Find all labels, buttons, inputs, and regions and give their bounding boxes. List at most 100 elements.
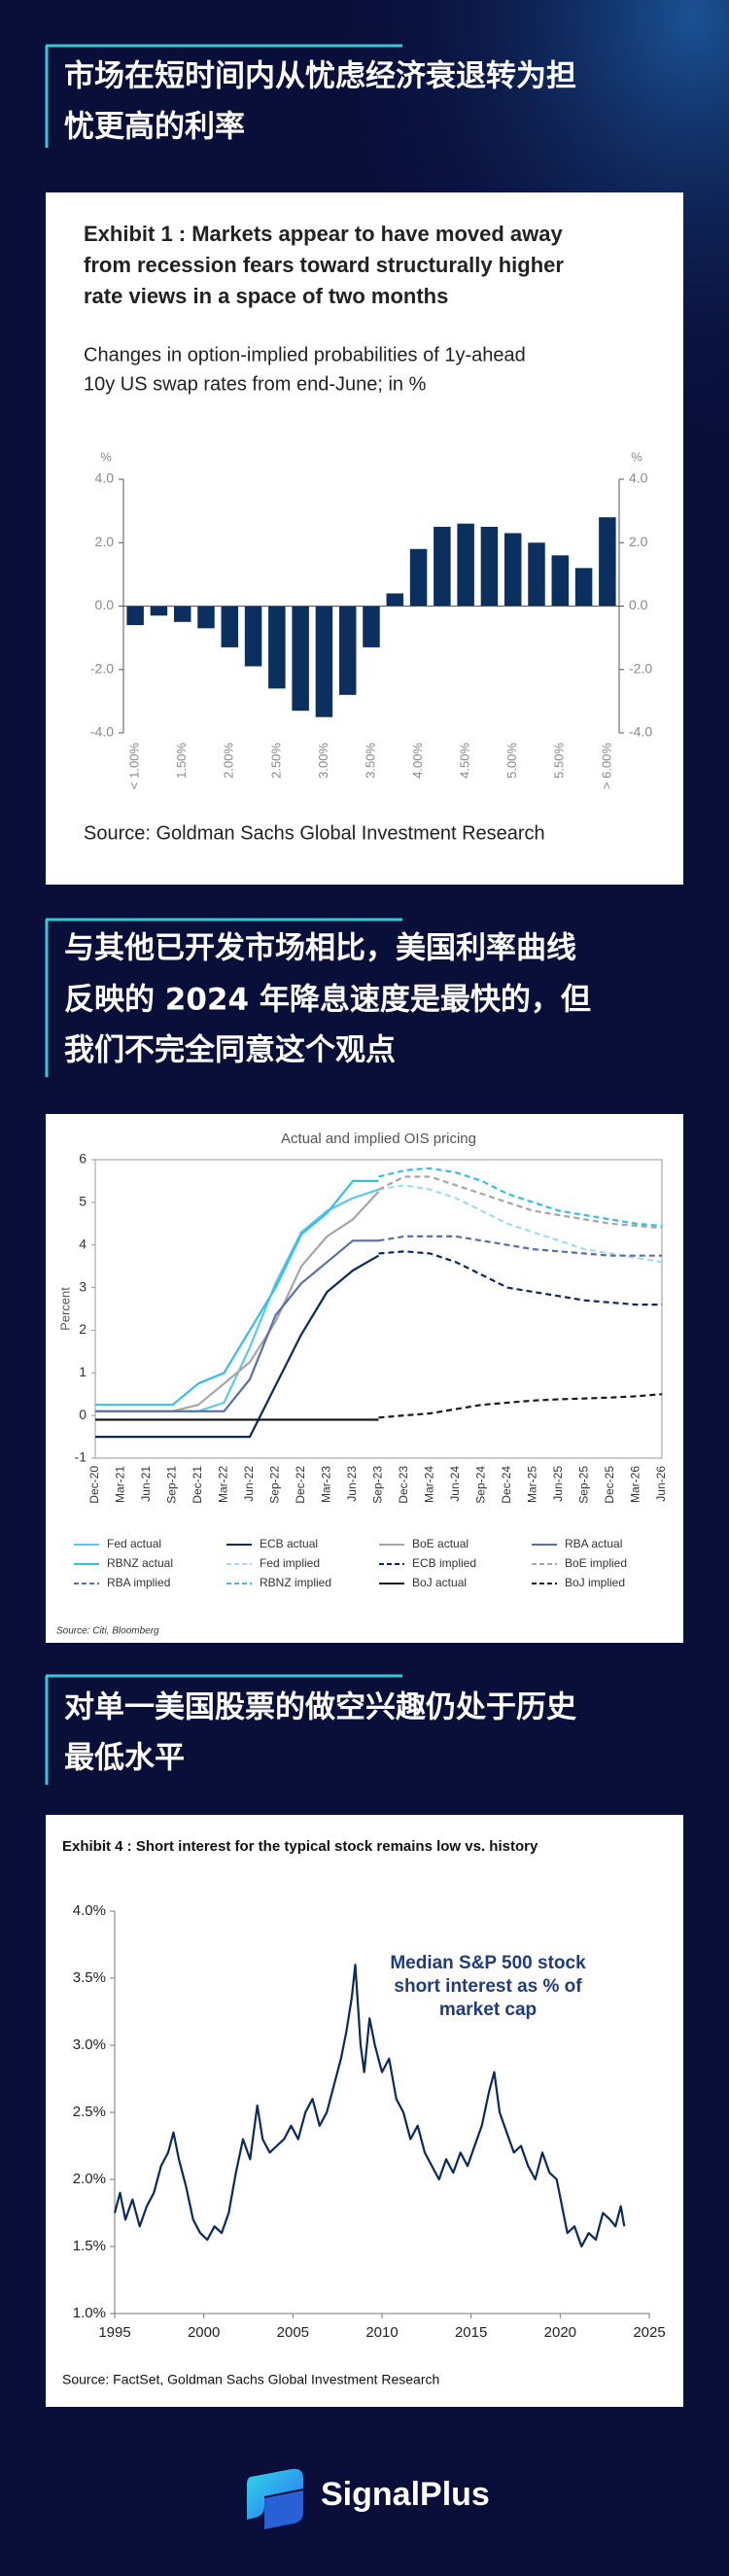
y-tick-label: 1.0%: [73, 2305, 106, 2321]
data-line: [378, 1175, 663, 1230]
annotation: Median S&P 500 stock: [390, 1953, 586, 1973]
y-tick-label: 1: [79, 1364, 87, 1379]
y-tick-label: 4.0%: [73, 1902, 106, 1919]
x-tick-label: Sep-22: [268, 1466, 282, 1504]
legend-label: RBA implied: [107, 1576, 170, 1589]
chart-source: Source: Goldman Sachs Global Investment …: [84, 822, 545, 844]
section-heading: 忧更高的利率: [64, 110, 245, 145]
x-tick-label: < 1.00%: [127, 743, 142, 790]
x-tick-label: Mar-22: [217, 1466, 230, 1503]
x-tick-label: > 6.00%: [599, 743, 613, 790]
chart-title: Exhibit 4 : Short interest for the typic…: [62, 1838, 538, 1855]
x-tick-label: 4.50%: [458, 743, 472, 779]
data-line: [378, 1235, 662, 1257]
y-tick-label: 2: [79, 1321, 87, 1337]
x-tick-label: Sep-21: [165, 1466, 179, 1504]
x-tick-label: 2025: [633, 2324, 665, 2341]
legend-label: BoJ implied: [565, 1576, 625, 1589]
section-heading: 最低水平: [64, 1741, 185, 1776]
chart-title: Exhibit 1 : Markets appear to have moved…: [84, 222, 563, 246]
x-tick-label: 2005: [277, 2324, 309, 2341]
y-tick-label: 4: [79, 1236, 87, 1251]
x-tick-label: Mar-21: [114, 1466, 127, 1503]
x-tick-label: Mar-26: [629, 1466, 642, 1503]
x-tick-label: Jun-24: [448, 1466, 462, 1502]
chart-card: [46, 1815, 683, 2407]
section-heading: 与其他已开发市场相比，美国利率曲线: [64, 931, 576, 966]
y-tick-label: -2.0: [90, 660, 114, 676]
brand-name: SignalPlus: [321, 2476, 490, 2513]
section-heading: 反映的 2024 年降息速度是最快的，但: [64, 983, 591, 1018]
data-line: [378, 1184, 663, 1264]
x-tick-label: 2015: [455, 2324, 487, 2341]
y-tick-label: 2.5%: [73, 2104, 106, 2120]
bar: [480, 526, 499, 607]
bar: [386, 593, 404, 607]
bar: [503, 533, 522, 607]
bar: [434, 526, 451, 607]
y-tick-label: 4.0: [629, 470, 648, 486]
x-tick-label: Mar-23: [320, 1466, 333, 1503]
x-tick-label: 5.50%: [552, 743, 567, 779]
chart-source: Source: FactSet, Goldman Sachs Global In…: [62, 2372, 439, 2387]
chart-subtitle: Changes in option-implied probabilities …: [84, 344, 526, 366]
chart-source: Source: Citi, Bloomberg: [56, 1626, 159, 1637]
y-tick-label: 2.0%: [73, 2171, 106, 2187]
bar: [574, 568, 593, 607]
y-tick-label: 0.0: [629, 597, 648, 612]
data-line: [378, 1393, 663, 1419]
data-line: [378, 1250, 662, 1306]
y-tick-label: -2.0: [629, 660, 652, 676]
data-line: [95, 1179, 379, 1407]
annotation: short interest as % of: [394, 1976, 582, 1997]
x-tick-label: 1995: [98, 2324, 130, 2341]
y-tick-label: 6: [79, 1151, 87, 1166]
x-tick-label: Sep-23: [371, 1466, 385, 1504]
y-tick-label: 3.0%: [73, 2036, 106, 2053]
legend-label: RBA actual: [565, 1537, 622, 1550]
x-tick-label: 2000: [188, 2324, 220, 2341]
data-line: [113, 1964, 626, 2248]
legend-label: Fed actual: [107, 1537, 161, 1550]
legend-label: BoJ actual: [412, 1576, 467, 1589]
bar: [126, 606, 144, 626]
x-tick-label: Dec-24: [500, 1466, 513, 1504]
x-tick-label: Dec-20: [87, 1466, 101, 1504]
y-axis-label: Percent: [57, 1287, 72, 1331]
section-heading: 市场在短时间内从忧虑经济衰退转为担: [64, 59, 576, 94]
x-tick-label: Sep-24: [474, 1466, 488, 1504]
x-tick-label: Mar-24: [423, 1466, 436, 1503]
data-line: [95, 1254, 380, 1439]
legend-label: RBNZ implied: [260, 1576, 331, 1589]
legend-label: ECB actual: [260, 1537, 318, 1550]
logo-shape: [264, 2490, 303, 2529]
chart-subtitle: 10y US swap rates from end-June; in %: [84, 373, 427, 395]
bar: [268, 606, 286, 689]
data-line: [95, 1239, 379, 1412]
x-tick-label: Jun-25: [551, 1466, 565, 1502]
section-heading: 我们不完全同意这个观点: [64, 1033, 396, 1068]
x-tick-label: Dec-25: [603, 1466, 616, 1504]
y-tick-label: 3.5%: [73, 1969, 106, 1986]
y-tick-label: -4.0: [90, 724, 114, 740]
x-tick-label: 2.00%: [222, 743, 236, 779]
data-line: [378, 1166, 663, 1228]
y-tick-label: 0.0: [95, 597, 115, 612]
chart-card: [46, 1114, 683, 1643]
bar: [150, 606, 168, 616]
x-tick-label: Jun-26: [654, 1466, 668, 1502]
x-tick-label: Jun-21: [139, 1466, 153, 1502]
bar: [599, 517, 616, 607]
bar: [244, 606, 262, 667]
x-tick-label: 2020: [544, 2324, 576, 2341]
y-tick-label: -4.0: [629, 724, 652, 740]
x-tick-label: Mar-25: [526, 1466, 539, 1503]
legend-label: BoE implied: [565, 1556, 627, 1570]
x-tick-label: Jun-23: [345, 1466, 359, 1502]
x-tick-label: 3.00%: [316, 743, 330, 779]
bar: [363, 606, 380, 647]
y-tick-label: 4.0: [95, 470, 115, 486]
x-tick-label: 4.00%: [410, 743, 425, 779]
bar: [338, 606, 357, 695]
